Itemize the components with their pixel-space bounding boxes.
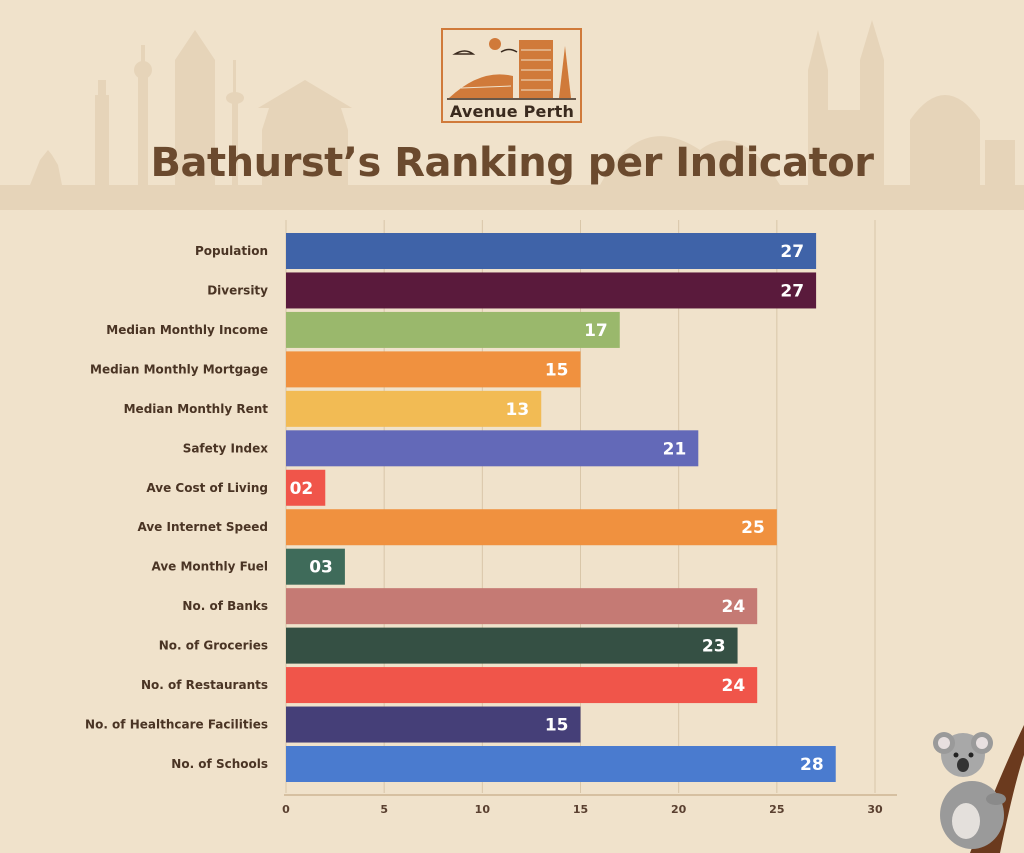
x-tick-label: 0 <box>282 803 290 816</box>
data-label: 24 <box>722 676 746 696</box>
data-label: 27 <box>780 242 804 262</box>
data-label: 24 <box>722 597 746 617</box>
bars: 27 27 17 15 13 21 02 25 03 24 23 24 15 28 <box>286 233 836 782</box>
bar <box>286 430 699 467</box>
category-label: Median Monthly Mortgage <box>90 362 268 376</box>
data-label: 03 <box>309 558 333 578</box>
category-label: Diversity <box>207 283 268 297</box>
category-label: No. of Groceries <box>159 639 268 653</box>
bar <box>286 509 777 546</box>
bar <box>286 272 817 309</box>
bar <box>286 706 581 743</box>
data-label: 25 <box>741 518 765 538</box>
x-axis: 0 5 10 15 20 25 30 <box>282 794 897 816</box>
category-label: No. of Healthcare Facilities <box>85 718 268 732</box>
category-label: No. of Schools <box>171 757 268 771</box>
x-tick-label: 10 <box>475 803 491 816</box>
data-label: 21 <box>663 439 687 459</box>
data-label: 13 <box>506 400 530 420</box>
bar <box>286 311 620 348</box>
data-label: 28 <box>800 755 824 775</box>
bar <box>286 588 758 625</box>
x-tick-label: 30 <box>867 803 883 816</box>
brand-logo <box>441 28 582 123</box>
category-label: Population <box>195 244 268 258</box>
brand-name: Avenue Perth <box>449 102 575 121</box>
data-label: 15 <box>545 360 569 380</box>
data-label: 27 <box>780 281 804 301</box>
bar <box>286 351 581 388</box>
category-labels: Population Diversity Median Monthly Income… <box>85 244 268 771</box>
bar <box>286 746 836 782</box>
bar <box>286 548 345 585</box>
bar <box>286 667 758 704</box>
category-label: No. of Restaurants <box>141 678 268 692</box>
category-label: Ave Monthly Fuel <box>151 560 268 574</box>
category-label: Safety Index <box>183 441 269 455</box>
bar <box>286 469 326 506</box>
x-tick-label: 15 <box>573 803 588 816</box>
data-label: 15 <box>545 716 569 736</box>
koala-illustration <box>933 725 1024 853</box>
data-label: 17 <box>584 321 608 341</box>
category-label: Ave Internet Speed <box>138 520 269 534</box>
skyline-background <box>0 20 1024 210</box>
category-label: Median Monthly Rent <box>124 402 269 416</box>
category-label: Ave Cost of Living <box>146 481 268 495</box>
bar <box>286 627 738 664</box>
category-label: No. of Banks <box>182 599 268 613</box>
x-tick-label: 25 <box>769 803 784 816</box>
bar <box>286 390 542 427</box>
data-label: 23 <box>702 637 726 657</box>
data-label: 02 <box>290 479 314 499</box>
category-label: Median Monthly Income <box>106 323 268 337</box>
bar <box>286 233 817 269</box>
x-tick-label: 5 <box>380 803 388 816</box>
x-tick-label: 20 <box>671 803 687 816</box>
chart-title: Bathurst’s Ranking per Indicator <box>150 140 874 186</box>
